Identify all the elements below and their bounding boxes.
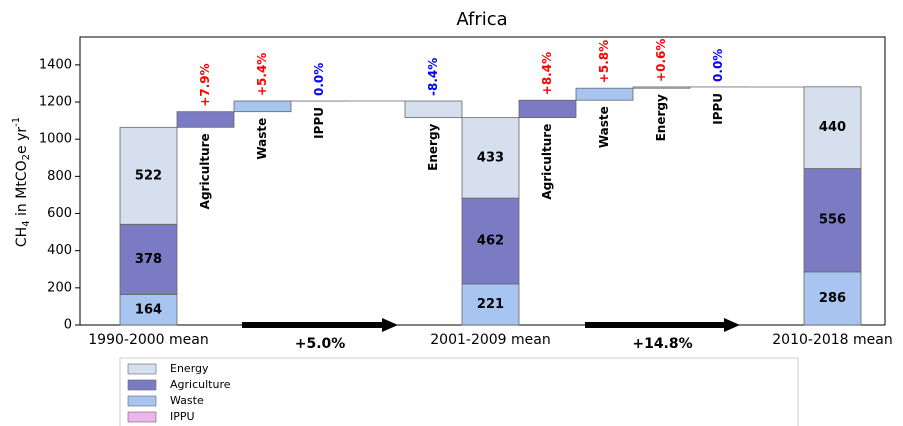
- step-name-label: Waste: [597, 106, 611, 148]
- legend-swatch: [127, 379, 157, 391]
- step-bar: [632, 86, 691, 89]
- step-name-label: Energy: [426, 123, 440, 170]
- step-name-label: Waste: [255, 118, 269, 160]
- stacked-bar: [461, 197, 520, 285]
- bar-value-label: 378: [135, 252, 162, 267]
- legend-label: Waste: [170, 394, 204, 407]
- stacked-bar: [803, 86, 862, 169]
- step-name-label: IPPU: [312, 107, 326, 139]
- step-name-label: IPPU: [711, 93, 725, 125]
- step-value-label: +8.4%: [540, 52, 554, 95]
- ylabel-part: e yr: [14, 127, 30, 154]
- y-tick-label: 1200: [39, 95, 72, 110]
- stacked-bar: [461, 117, 520, 199]
- bar-value-label: 556: [819, 213, 846, 228]
- step-value-label: +7.9%: [198, 63, 212, 106]
- step-value-label: 0.0%: [711, 49, 725, 82]
- step-name-label: Agriculture: [540, 124, 554, 200]
- step-name-label: Energy: [654, 94, 668, 141]
- x-tick-label: 2001-2009 mean: [430, 332, 550, 348]
- y-tick-label: 1400: [39, 57, 72, 72]
- ylabel-part: -1: [11, 117, 22, 127]
- bar-value-label: 433: [477, 150, 504, 165]
- y-tick-label: 200: [47, 280, 72, 295]
- legend-label: IPPU: [170, 410, 195, 423]
- bar-value-label: 440: [819, 120, 846, 135]
- x-tick-label: 2010-2018 mean: [772, 332, 892, 348]
- step-value-label: -8.4%: [426, 58, 440, 96]
- y-tick-label: 1000: [39, 132, 72, 147]
- legend-swatch: [127, 395, 157, 407]
- bar-value-label: 286: [819, 291, 846, 306]
- period-arrow-head: [724, 318, 740, 332]
- step-bar: [176, 111, 235, 128]
- period-change-label: +5.0%: [295, 336, 346, 352]
- step-value-label: +5.4%: [255, 53, 269, 96]
- bar-value-label: 164: [135, 302, 162, 317]
- step-bar: [404, 100, 463, 119]
- period-arrow-head: [382, 318, 398, 332]
- bar-value-label: 462: [477, 234, 504, 249]
- ylabel-part: 2: [21, 154, 32, 160]
- period-change-label: +14.8%: [632, 336, 692, 352]
- stacked-bar: [461, 283, 520, 326]
- ylabel-part: in MtCO: [14, 160, 30, 220]
- stacked-bar: [803, 168, 862, 273]
- y-tick-label: 800: [47, 169, 72, 184]
- y-tick-label: 0: [64, 318, 72, 333]
- step-bar: [518, 99, 577, 119]
- legend-label: Agriculture: [170, 378, 231, 391]
- bar-value-label: 221: [477, 297, 504, 312]
- y-tick-label: 600: [47, 206, 72, 221]
- stacked-bar: [119, 223, 178, 295]
- chart-title: Africa: [456, 9, 507, 30]
- y-tick-label: 400: [47, 243, 72, 258]
- step-value-label: 0.0%: [312, 63, 326, 96]
- legend-swatch: [127, 363, 157, 375]
- x-tick-label: 1990-2000 mean: [88, 332, 208, 348]
- legend-swatch: [127, 411, 157, 423]
- bar-value-label: 522: [135, 168, 162, 183]
- legend-box: [119, 357, 799, 426]
- step-bar: [575, 87, 634, 101]
- ylabel-part: CH: [14, 227, 30, 247]
- step-value-label: +0.6%: [654, 39, 668, 82]
- legend-label: Energy: [170, 362, 209, 375]
- y-axis-label: CH4 in MtCO2e yr-1: [11, 117, 32, 247]
- step-name-label: Agriculture: [198, 133, 212, 209]
- step-bar: [233, 100, 292, 113]
- stacked-bar: [803, 271, 862, 326]
- step-value-label: +5.8%: [597, 40, 611, 83]
- ylabel-part: 4: [21, 220, 32, 226]
- stacked-bar: [119, 126, 178, 225]
